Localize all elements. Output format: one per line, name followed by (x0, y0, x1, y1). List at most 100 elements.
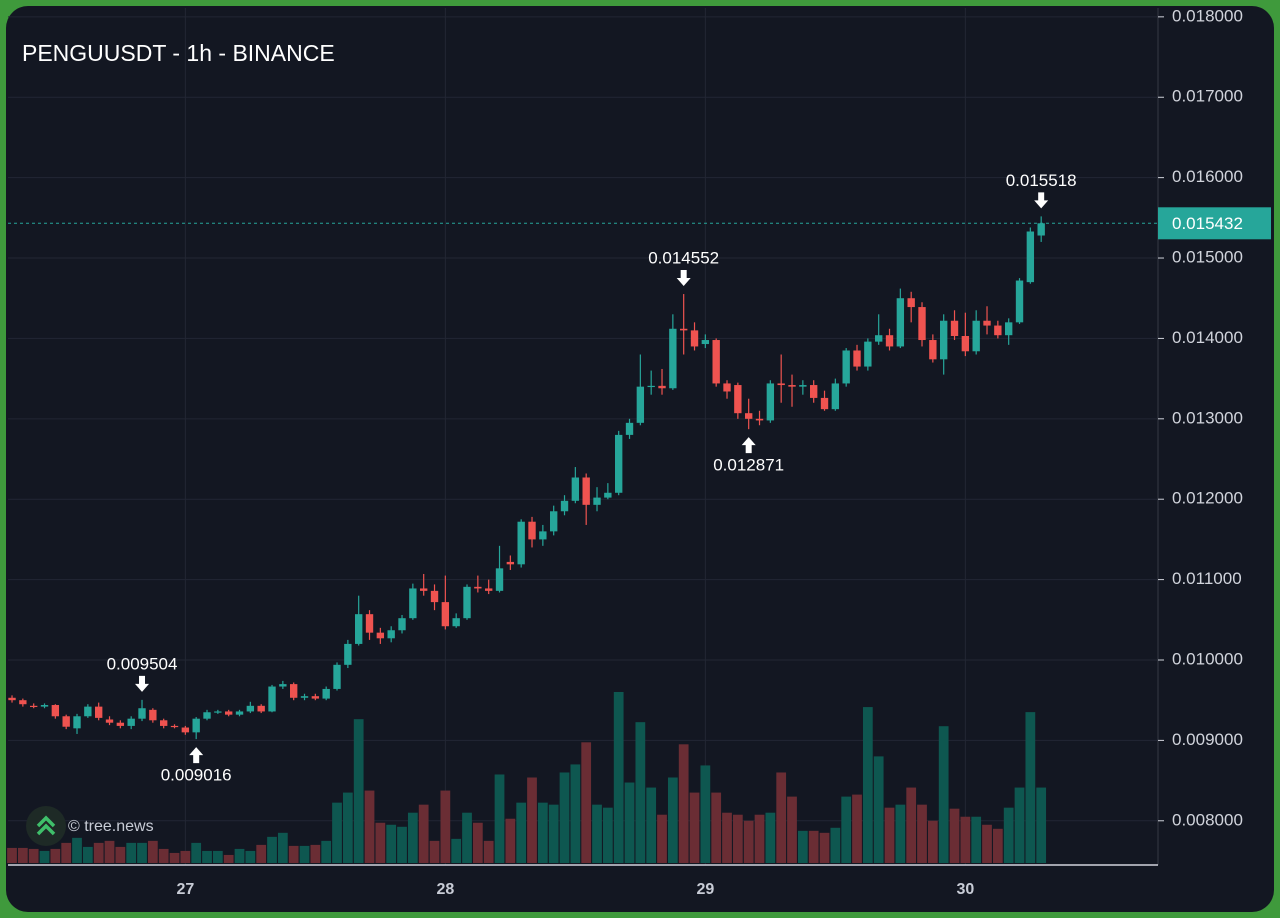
candle-body (961, 336, 970, 352)
candle-body (1037, 223, 1045, 236)
volume-bar (212, 850, 223, 863)
candle-body (30, 705, 38, 708)
volume-bar (245, 850, 256, 863)
volume-bar (982, 824, 992, 863)
candle-body (279, 684, 287, 687)
volume-bar (570, 764, 581, 863)
volume-bar (722, 812, 732, 863)
panel (6, 6, 1274, 912)
marker-label: 0.014552 (648, 249, 719, 268)
candle-body (680, 328, 688, 331)
x-tick-label: 30 (956, 881, 974, 898)
volume-bar (960, 816, 971, 863)
candle-body (907, 298, 915, 308)
candle-body (51, 705, 60, 717)
candle-body (940, 320, 948, 360)
volume-bar (310, 844, 321, 863)
marker-arrow (1034, 192, 1049, 209)
volume-bar (754, 814, 765, 863)
candle-body (225, 711, 233, 715)
volume-bar (72, 837, 82, 863)
volume-bar (906, 787, 917, 863)
candle-body (40, 705, 49, 707)
volume-bar (494, 774, 505, 863)
volume-bar (267, 836, 277, 863)
candle-body (593, 497, 601, 505)
watermark: © tree.news (68, 818, 154, 835)
marker-label: 0.015518 (1006, 171, 1077, 190)
candle-body (365, 614, 374, 633)
candle-body (582, 477, 590, 505)
volume-bar (808, 830, 819, 863)
candle-body (149, 709, 157, 721)
volume-bar (505, 818, 516, 863)
volume-bar (646, 787, 657, 863)
volume-bar (559, 772, 570, 863)
volume-bar (917, 804, 927, 863)
candle-body (517, 521, 525, 565)
volume-bar (743, 820, 754, 863)
watermark-icon (36, 815, 56, 836)
candle-body (842, 350, 850, 384)
candle-body (539, 531, 547, 540)
candle-body (387, 630, 395, 639)
volume-bar (440, 790, 451, 863)
candle-body (192, 718, 200, 733)
candle-body (723, 383, 731, 392)
volume-bar (39, 850, 50, 863)
candle-body (799, 385, 807, 387)
candle-body (528, 521, 536, 540)
volume-bar (700, 765, 711, 863)
candle-body (138, 708, 146, 719)
candle-body (62, 716, 70, 727)
volume-bar (732, 814, 743, 863)
candle-body (560, 500, 569, 512)
candle-body (8, 697, 16, 701)
y-tick-label: 0.008000 (1172, 810, 1243, 829)
volume-bar (223, 854, 234, 863)
candle-body (885, 335, 894, 347)
volume-bar (689, 792, 700, 863)
volume-bar (884, 807, 895, 863)
candle-body (755, 418, 764, 421)
candle-body (550, 511, 558, 532)
candle-body (203, 712, 211, 719)
candle-body (972, 320, 980, 352)
volume-bar (711, 792, 722, 863)
candle-body (160, 720, 168, 726)
volume-bar (602, 807, 613, 863)
candle-body (452, 618, 460, 627)
volume-bar (17, 847, 28, 863)
volume-bar (386, 824, 397, 863)
candle-body (853, 350, 861, 367)
candle-body (1015, 280, 1024, 323)
candle-body (658, 385, 666, 389)
candle-body (788, 385, 796, 387)
volume-bar (61, 842, 72, 863)
candle-body (105, 719, 114, 723)
volume-bar (234, 848, 245, 863)
volume-bar (137, 842, 147, 863)
label-layer: 0.008000 0.009000 0.010000 0.011000 0.012000… (8, 6, 1271, 898)
x-tick-label: 27 (176, 881, 194, 898)
volume-bar (776, 772, 787, 863)
candle-body (994, 325, 1002, 336)
volume-bar (635, 722, 646, 863)
volume-bar (158, 848, 169, 863)
candle-body (268, 686, 276, 712)
y-tick-label: 0.010000 (1172, 649, 1243, 668)
volume-bar (841, 796, 852, 863)
candle-body (734, 385, 742, 414)
volume-bar (180, 850, 191, 863)
volume-bar (169, 852, 180, 863)
candle-body (636, 386, 645, 423)
candle-body (712, 340, 720, 384)
volume-bar (397, 826, 407, 863)
marker-arrow (189, 747, 204, 764)
volume-bar (82, 846, 93, 863)
candle-body (929, 340, 937, 360)
y-tick-label: 0.015000 (1172, 248, 1243, 267)
candle-body (235, 711, 244, 715)
